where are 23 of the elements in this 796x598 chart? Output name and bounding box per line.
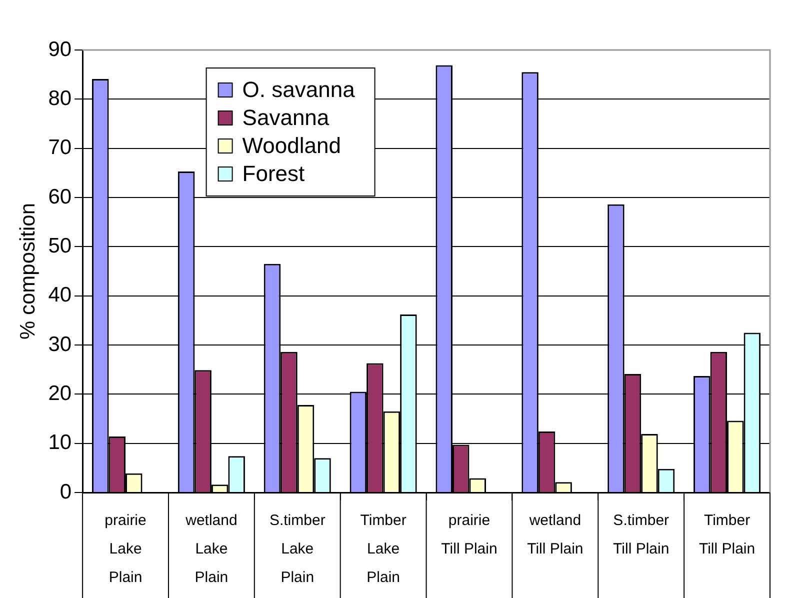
x-tick-label: wetland Till Plain (527, 512, 584, 558)
y-tick-label: 0 (60, 480, 72, 504)
y-tick-label: 20 (48, 382, 72, 405)
y-tick-label: 70 (48, 136, 72, 160)
x-tick-label: S.timber Till Plain (613, 512, 670, 558)
legend-label: Forest (242, 161, 305, 186)
x-tick-label: wetland Lake Plain (184, 512, 238, 586)
y-tick-label: 50 (48, 234, 72, 258)
y-tick-label: 10 (48, 431, 72, 454)
legend-label: O. savanna (242, 77, 356, 102)
legend-label: Savanna (242, 105, 330, 130)
x-tick-label: Timber Lake Plain (360, 512, 406, 586)
x-tick-label: prairie Till Plain (441, 512, 498, 558)
y-tick-label: 60 (48, 185, 72, 208)
x-tick-label: Timber Till Plain (698, 512, 756, 558)
y-tick-label: 80 (48, 86, 72, 110)
y-tick-label: 30 (48, 332, 72, 356)
legend-label: Woodland (242, 133, 341, 158)
y-axis-title: % composition (16, 202, 40, 340)
y-tick-label: 90 (48, 38, 72, 61)
x-tick-label: prairie Lake Plain (104, 512, 146, 586)
x-tick-label: S.timber Lake Plain (269, 512, 326, 586)
y-tick-label: 40 (48, 284, 72, 307)
